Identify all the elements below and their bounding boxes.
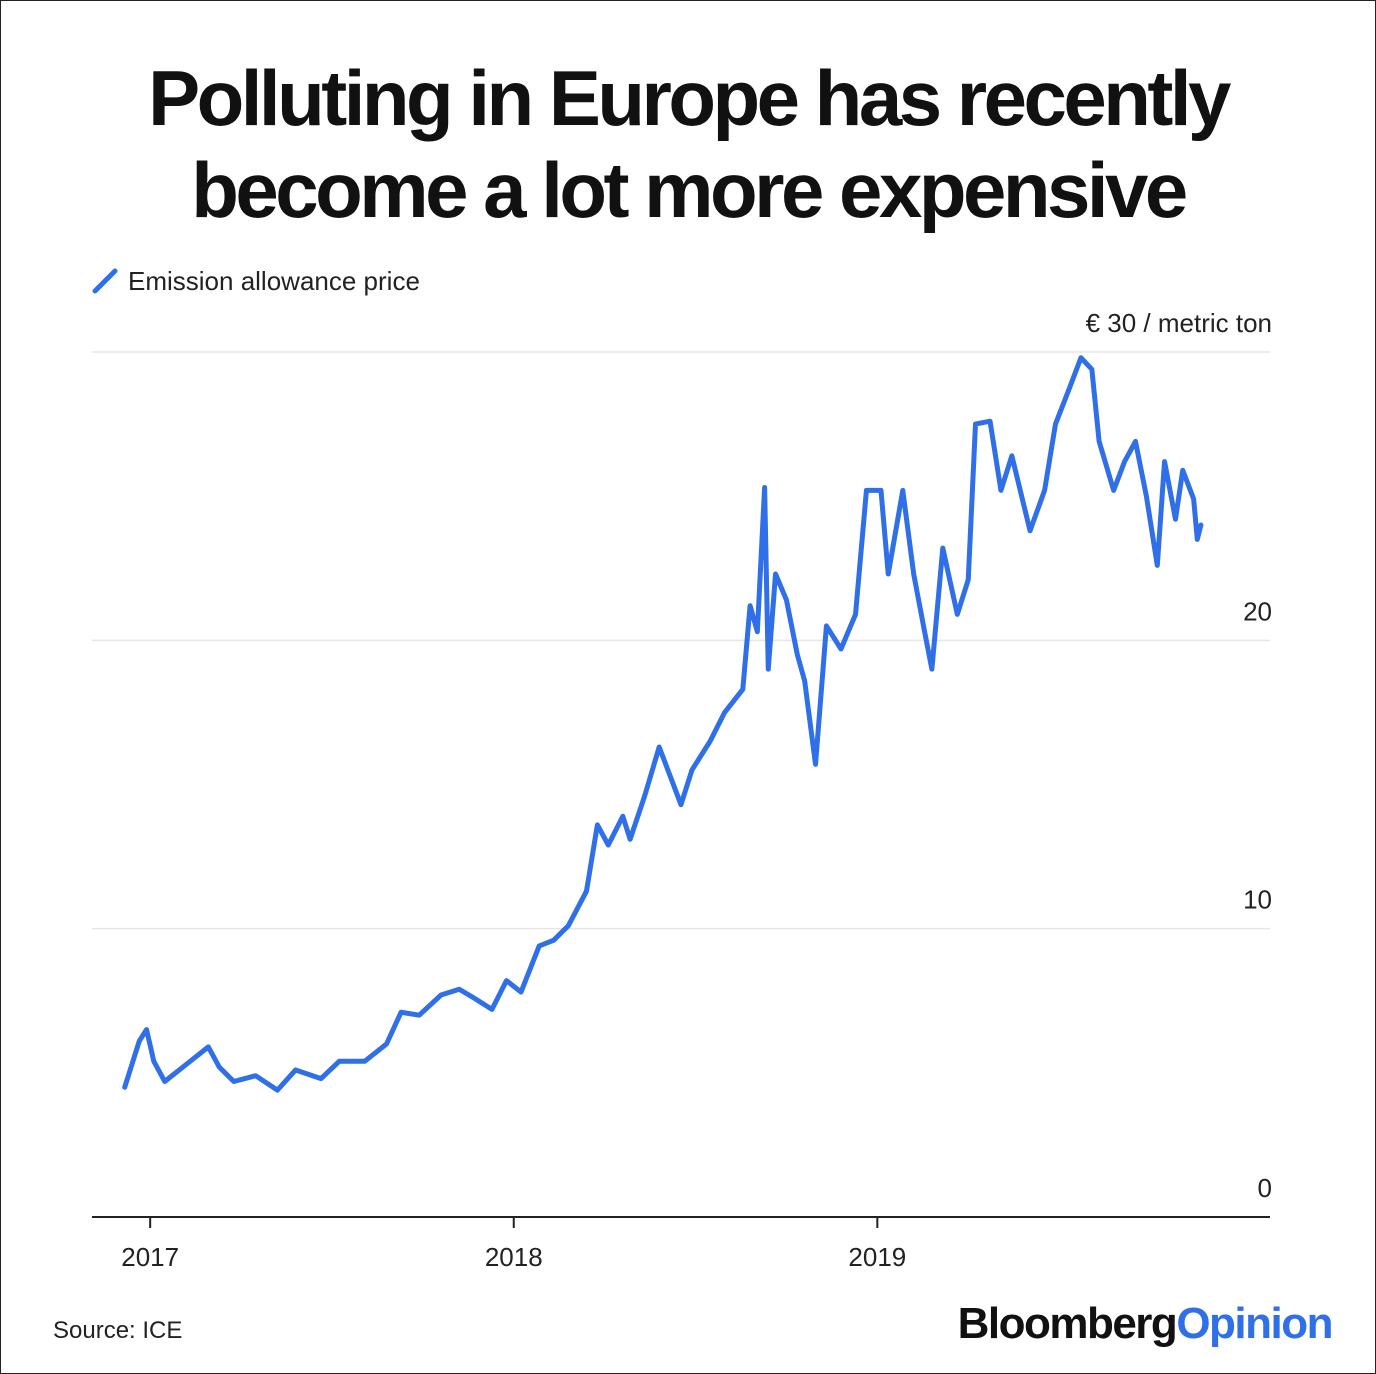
legend-label: Emission allowance price	[128, 266, 420, 296]
logo-brand: Bloomberg	[958, 1299, 1177, 1348]
y-tick-label: 10	[1243, 885, 1272, 915]
legend-swatch	[92, 268, 118, 294]
y-tick-label: 0	[1258, 1173, 1272, 1203]
x-tick-label: 2018	[485, 1242, 543, 1272]
data-line	[122, 355, 1204, 1093]
chart-title: Polluting in Europe has recently become …	[148, 54, 1231, 234]
x-tick-label: 2019	[848, 1242, 906, 1272]
x-tick-label: 2017	[121, 1242, 179, 1272]
y-tick-label: € 30 / metric ton	[1086, 308, 1272, 338]
logo: BloombergOpinion	[958, 1299, 1332, 1348]
source: Source: ICE	[53, 1317, 182, 1344]
logo-product: Opinion	[1176, 1299, 1332, 1348]
y-tick-label: 20	[1243, 596, 1272, 626]
